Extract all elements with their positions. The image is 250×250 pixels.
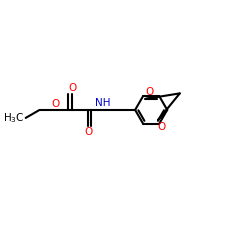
Text: O: O [68, 83, 77, 93]
Text: H$_3$C: H$_3$C [3, 111, 24, 125]
Text: O: O [84, 127, 93, 137]
Text: O: O [145, 87, 154, 97]
Text: NH: NH [95, 98, 110, 108]
Text: O: O [158, 122, 166, 132]
Text: O: O [52, 99, 60, 109]
